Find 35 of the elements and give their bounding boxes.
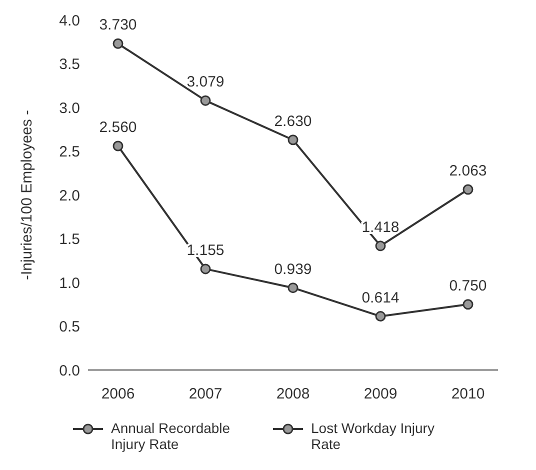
point [288,282,298,294]
y-tick-label: 3.5 [59,56,80,74]
point [288,134,298,146]
legend-label: Lost Workday Injury Rate [311,420,436,452]
data-label: 0.750 [449,277,487,294]
data-label: 0.614 [362,289,400,306]
legend-label: Annual Recordable Injury Rate [111,420,232,452]
point [462,184,474,195]
y-tick-label: 4.0 [59,12,80,30]
y-tick-label: 1.5 [59,231,80,248]
point [112,140,124,152]
x-tick-label: 2008 [276,386,310,403]
y-axis-title: -Injuries/100 Employees - [18,110,36,280]
x-tick-label: 2006 [101,386,135,403]
x-tick-label: 2010 [451,386,485,403]
data-label: 2.063 [449,162,487,180]
point [112,38,124,49]
x-tick-label: 2007 [188,386,222,403]
point [375,240,386,252]
y-tick-label: 2.0 [59,187,80,204]
data-label: 2.560 [99,119,137,136]
x-tick-label: 2009 [364,386,398,403]
point [200,95,211,106]
data-label: 3.079 [186,74,224,91]
y-tick-label: 0.0 [59,362,80,380]
data-label: 0.939 [274,260,312,278]
y-tick-label: 3.0 [59,100,80,117]
point [200,264,211,274]
y-tick-label: 0.5 [59,318,80,336]
point [375,311,386,322]
y-tick-label: 2.5 [59,144,80,161]
data-label: 3.730 [99,16,137,34]
y-tick-label: 1.0 [59,274,80,292]
data-label: 2.630 [274,112,312,130]
point [462,299,474,310]
